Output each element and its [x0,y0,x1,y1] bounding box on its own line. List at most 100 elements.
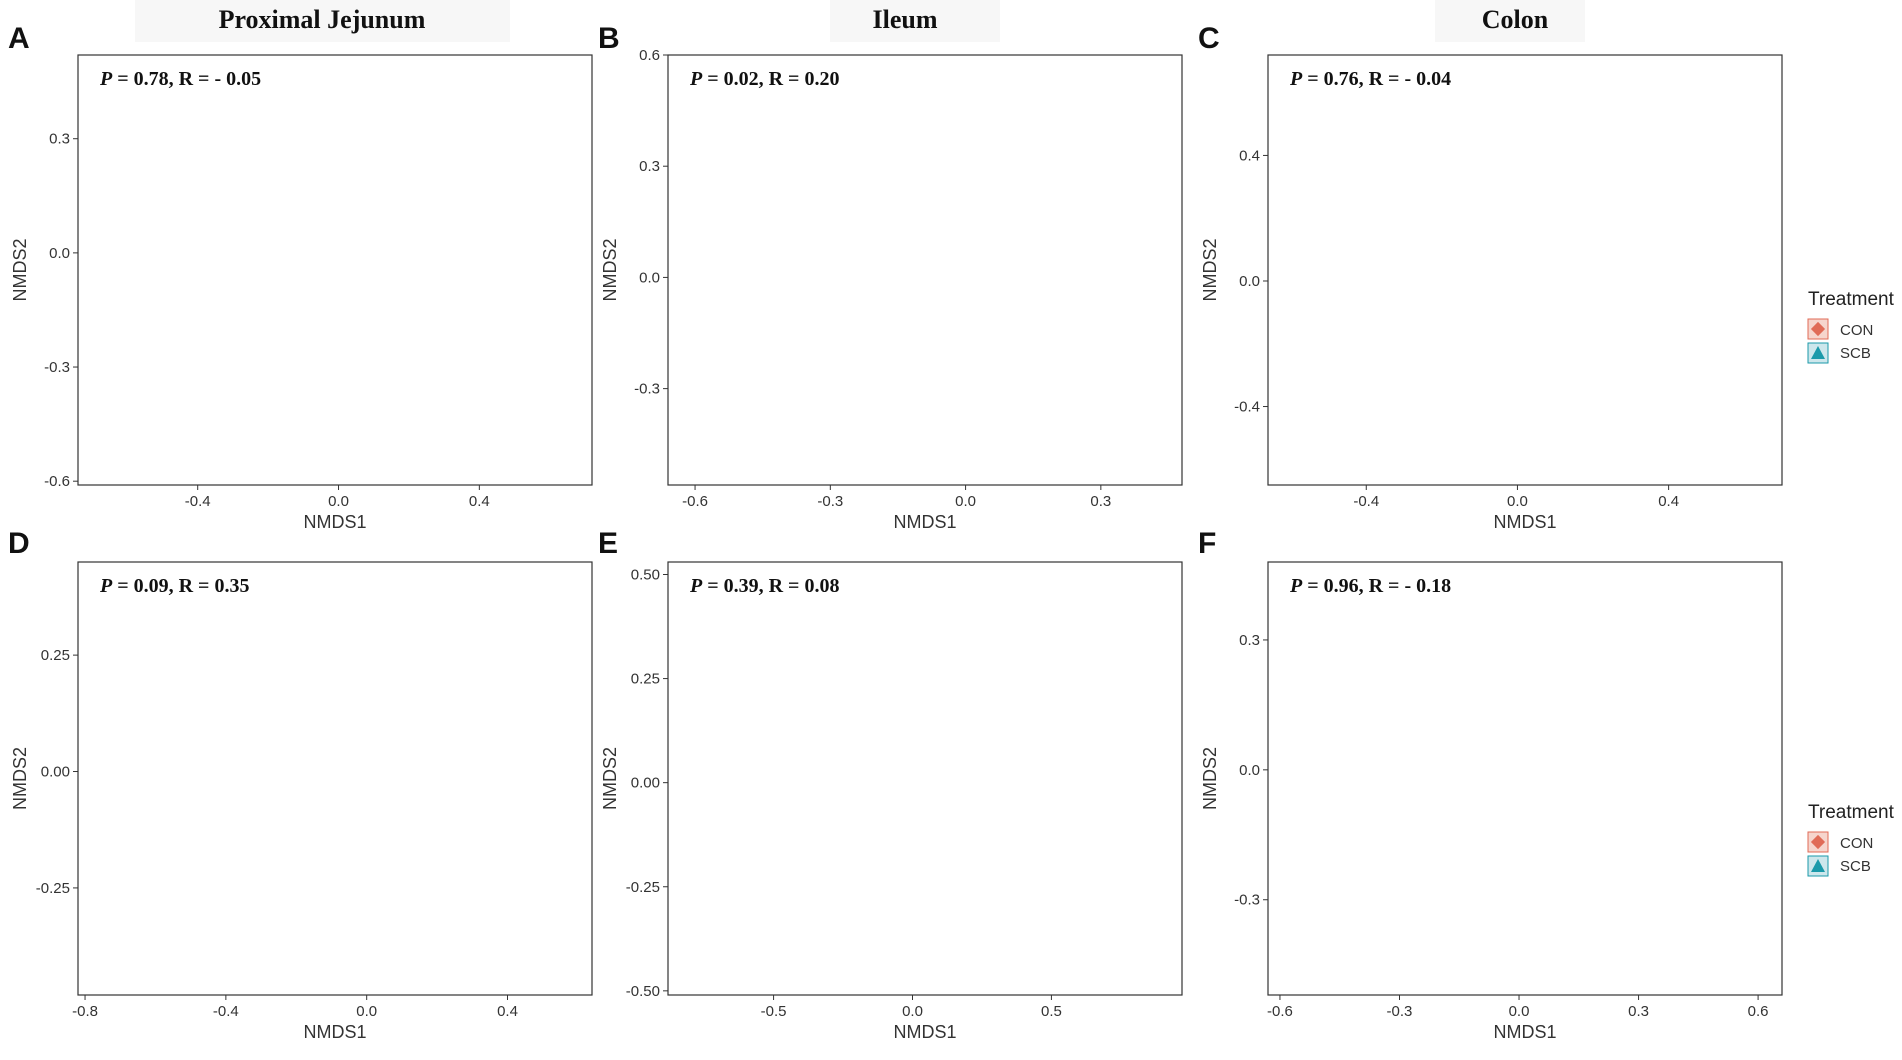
stat-values: = 0.96, R = - 0.18 [1302,575,1451,597]
x-tick-label: 0.3 [1090,493,1111,510]
y-axis-label: NMDS2 [10,747,30,810]
stat-values: = 0.76, R = - 0.04 [1302,68,1451,90]
y-tick-label: 0.0 [1239,762,1260,779]
stat-p-symbol: P [1289,68,1303,90]
plot-frame [77,561,593,996]
y-tick-label: 0.0 [1239,273,1260,290]
x-tick-label: 0.5 [1041,1003,1062,1020]
y-tick-label: 0.50 [631,566,660,583]
stat-annotation: P = 0.96, R = - 0.18 [1289,575,1451,597]
column-title-colon: Colon [1482,5,1549,34]
stat-values: = 0.78, R = - 0.05 [112,68,261,90]
x-tick-label: 0.6 [1748,1003,1769,1020]
y-tick-label: -0.6 [44,473,70,490]
x-tick-label: -0.6 [1267,1003,1293,1020]
x-tick-label: -0.8 [72,1003,98,1020]
legend-key-scb [1807,855,1829,877]
x-axis-label: NMDS1 [1493,1022,1556,1042]
y-tick-label: -0.25 [36,880,70,897]
x-tick-label: 0.4 [497,1003,518,1020]
y-tick-label: 0.6 [639,47,660,64]
stat-annotation: P = 0.09, R = 0.35 [99,575,249,597]
legend-top: Treatment CON SCB [1807,289,1895,364]
legend-key-con [1807,318,1829,340]
x-tick-label: -0.4 [1353,493,1379,510]
stat-p-symbol: P [1289,575,1303,597]
x-tick-label: 0.0 [1507,493,1528,510]
plot-frame [1267,561,1783,996]
y-axis-label: NMDS2 [10,238,30,301]
column-titles: Proximal Jejunum Ileum Colon [135,0,1585,42]
y-axis-label: NMDS2 [600,238,620,301]
plot-frame [77,54,593,486]
y-tick-label: 0.3 [49,131,70,148]
x-axis-label: NMDS1 [893,1022,956,1042]
plot-frame [1267,54,1783,486]
y-axis-label: NMDS2 [1200,238,1220,301]
x-axis-label: NMDS1 [303,512,366,532]
x-tick-label: -0.3 [1387,1003,1413,1020]
x-axis-label: NMDS1 [303,1022,366,1042]
y-tick-label: 0.3 [639,158,660,175]
x-tick-label: 0.0 [1509,1003,1530,1020]
legend-label-scb: SCB [1840,858,1871,875]
legend-title: Treatment [1808,802,1895,823]
stat-annotation: P = 0.02, R = 0.20 [689,68,839,90]
panel-letter: F [1198,527,1216,560]
y-tick-label: -0.3 [1234,892,1260,909]
panel-a: A -0.4 0.0 0.4 -0.6 -0.3 0.0 0.3 NMDS1 NMDS2 P = 0… [8,22,593,532]
y-tick-label: 0.00 [631,775,660,792]
y-tick-label: 0.00 [41,764,70,781]
legend-label-con: CON [1840,322,1873,339]
panel-letter: C [1198,22,1220,55]
x-tick-label: 0.0 [328,493,349,510]
panel-letter: D [8,527,30,560]
legend-title: Treatment [1808,289,1895,310]
x-tick-label: 0.4 [1658,493,1679,510]
stat-annotation: P = 0.76, R = - 0.04 [1289,68,1451,90]
x-tick-label: -0.4 [185,493,211,510]
x-tick-label: -0.3 [817,493,843,510]
y-tick-label: -0.3 [44,359,70,376]
stat-annotation: P = 0.78, R = - 0.05 [99,68,261,90]
x-tick-label: 0.0 [902,1003,923,1020]
x-tick-label: 0.4 [469,493,490,510]
column-title-ileum: Ileum [873,5,938,34]
x-tick-label: 0.3 [1628,1003,1649,1020]
panel-b: B -0.6 -0.3 0.0 0.3 -0.3 0.0 0.3 0.6 NMDS1 NMDS2 P … [598,22,1183,532]
x-tick-label: -0.5 [761,1003,787,1020]
panel-e: E -0.5 0.0 0.5 -0.50 -0.25 0.00 0.25 0.50 NMDS1 NM… [598,527,1183,1042]
panel-c: C -0.4 0.0 0.4 -0.4 0.0 0.4 NMDS1 NMDS2 P = 0.76,… [1198,22,1783,532]
y-tick-label: 0.25 [41,647,70,664]
x-axis-label: NMDS1 [893,512,956,532]
stat-values: = 0.09, R = 0.35 [112,575,249,597]
legend-label-scb: SCB [1840,345,1871,362]
y-tick-label: 0.25 [631,671,660,688]
plot-frame [667,54,1183,486]
column-title-proximal-jejunum: Proximal Jejunum [219,5,426,34]
stat-p-symbol: P [689,68,703,90]
panel-letter: E [598,527,618,560]
stat-values: = 0.02, R = 0.20 [702,68,839,90]
stat-p-symbol: P [99,68,113,90]
x-axis-label: NMDS1 [1493,512,1556,532]
y-axis-label: NMDS2 [1200,747,1220,810]
y-tick-label: -0.3 [634,381,660,398]
stat-annotation: P = 0.39, R = 0.08 [689,575,839,597]
x-tick-label: 0.0 [955,493,976,510]
x-tick-label: 0.0 [356,1003,377,1020]
x-tick-label: -0.6 [682,493,708,510]
panel-letter: A [8,22,30,55]
legend-label-con: CON [1840,835,1873,852]
panel-d: D -0.8 -0.4 0.0 0.4 -0.25 0.00 0.25 NMDS1 NMDS2 P … [8,527,593,1042]
y-axis-label: NMDS2 [600,747,620,810]
legend-key-con [1807,831,1829,853]
y-tick-label: 0.0 [639,269,660,286]
y-tick-label: 0.4 [1239,147,1260,164]
y-tick-label: -0.50 [626,983,660,1000]
legend-bottom: Treatment CON SCB [1807,802,1895,877]
y-tick-label: 0.0 [49,245,70,262]
x-tick-label: -0.4 [213,1003,239,1020]
y-tick-label: 0.3 [1239,632,1260,649]
